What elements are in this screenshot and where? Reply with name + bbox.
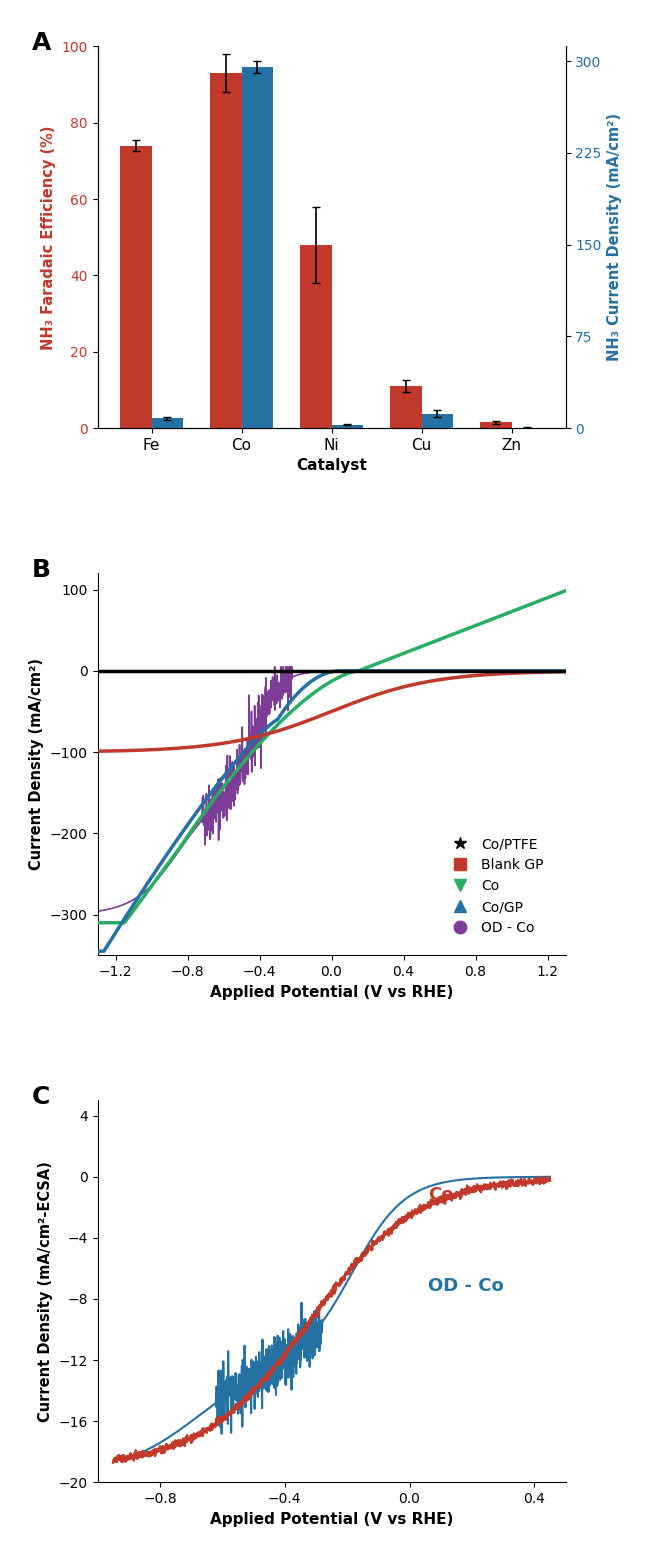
Text: C: C	[32, 1085, 50, 1109]
Y-axis label: NH₃ Current Density (mA/cm²): NH₃ Current Density (mA/cm²)	[607, 113, 622, 361]
X-axis label: Applied Potential (V vs RHE): Applied Potential (V vs RHE)	[210, 985, 453, 999]
Bar	[151, 418, 183, 428]
Bar	[421, 414, 453, 428]
Bar	[300, 245, 332, 428]
X-axis label: Applied Potential (V vs RHE): Applied Potential (V vs RHE)	[210, 1512, 453, 1527]
Bar	[332, 425, 363, 428]
Bar	[210, 73, 242, 428]
Bar	[480, 423, 512, 428]
Legend: Co/PTFE, Blank GP, Co, Co/GP, OD - Co: Co/PTFE, Blank GP, Co, Co/GP, OD - Co	[441, 832, 549, 940]
Y-axis label: Current Density (mA/cm²-ECSA): Current Density (mA/cm²-ECSA)	[38, 1161, 53, 1422]
Text: Co: Co	[428, 1186, 454, 1204]
Y-axis label: NH₃ Faradaic Efficiency (%): NH₃ Faradaic Efficiency (%)	[41, 125, 56, 349]
Y-axis label: Current Density (mA/cm²): Current Density (mA/cm²)	[29, 658, 44, 871]
Text: B: B	[32, 557, 51, 582]
Bar	[390, 386, 421, 428]
Text: OD - Co: OD - Co	[428, 1277, 504, 1295]
Text: A: A	[32, 31, 51, 56]
Bar	[242, 66, 273, 428]
Bar	[120, 145, 151, 428]
X-axis label: Catalyst: Catalyst	[296, 459, 367, 474]
